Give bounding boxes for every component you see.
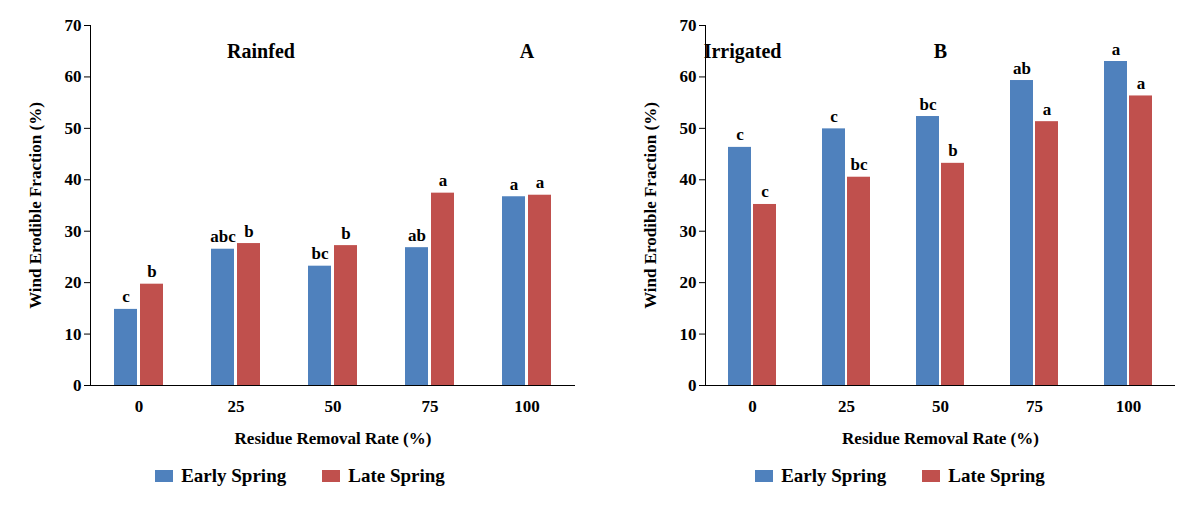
svg-text:a: a	[439, 171, 448, 190]
svg-text:c: c	[830, 107, 838, 126]
svg-text:60: 60	[65, 67, 82, 86]
svg-text:10: 10	[680, 325, 697, 344]
svg-text:a: a	[1112, 40, 1121, 59]
svg-text:100: 100	[1116, 397, 1142, 416]
svg-text:100: 100	[514, 397, 540, 416]
svg-text:30: 30	[65, 222, 82, 241]
svg-text:a: a	[1137, 74, 1146, 93]
svg-text:40: 40	[680, 170, 697, 189]
svg-text:b: b	[341, 224, 350, 243]
svg-text:75: 75	[422, 397, 439, 416]
svg-text:10: 10	[65, 325, 82, 344]
svg-text:25: 25	[228, 397, 245, 416]
svg-text:70: 70	[680, 16, 697, 35]
svg-text:B: B	[934, 40, 947, 62]
html-text:Late Spring: Late Spring	[948, 465, 1045, 486]
svg-text:Residue Removal Rate (%): Residue Removal Rate (%)	[842, 429, 1039, 448]
svg-text:0: 0	[688, 376, 697, 395]
svg-text:a: a	[510, 175, 519, 194]
svg-text:50: 50	[325, 397, 342, 416]
svg-text:c: c	[122, 287, 130, 306]
svg-text:50: 50	[680, 119, 697, 138]
svg-text:70: 70	[65, 16, 82, 35]
svg-text:20: 20	[680, 273, 697, 292]
svg-text:a: a	[1043, 100, 1052, 119]
svg-text:75: 75	[1026, 397, 1043, 416]
svg-text:Rainfed: Rainfed	[227, 40, 295, 62]
svg-text:50: 50	[65, 119, 82, 138]
svg-text:Residue Removal Rate (%): Residue Removal Rate (%)	[235, 429, 432, 448]
svg-text:Wind Erodible Fraction (%): Wind Erodible Fraction (%)	[641, 102, 660, 309]
html-text:Early Spring: Early Spring	[181, 465, 287, 486]
svg-text:20: 20	[65, 273, 82, 292]
svg-text:c: c	[761, 182, 769, 201]
html-text:Early Spring: Early Spring	[781, 465, 887, 486]
svg-text:40: 40	[65, 170, 82, 189]
svg-text:ab: ab	[408, 226, 426, 245]
svg-text:0: 0	[73, 376, 82, 395]
svg-text:ab: ab	[1013, 59, 1031, 78]
svg-text:bc: bc	[312, 244, 329, 263]
svg-text:Irrigated: Irrigated	[704, 40, 782, 63]
svg-text:a: a	[536, 173, 545, 192]
svg-text:30: 30	[680, 222, 697, 241]
svg-text:bc: bc	[851, 155, 868, 174]
svg-text:0: 0	[135, 397, 144, 416]
svg-text:abc: abc	[210, 227, 236, 246]
svg-text:A: A	[520, 40, 535, 62]
svg-text:60: 60	[680, 67, 697, 86]
svg-text:0: 0	[748, 397, 757, 416]
html-text:Late Spring: Late Spring	[348, 465, 445, 486]
svg-text:b: b	[948, 141, 957, 160]
svg-text:b: b	[147, 262, 156, 281]
svg-text:25: 25	[838, 397, 855, 416]
svg-text:b: b	[244, 222, 253, 241]
svg-text:c: c	[736, 125, 744, 144]
svg-text:Wind Erodible Fraction (%): Wind Erodible Fraction (%)	[26, 102, 45, 309]
svg-text:bc: bc	[920, 95, 937, 114]
svg-text:50: 50	[932, 397, 949, 416]
